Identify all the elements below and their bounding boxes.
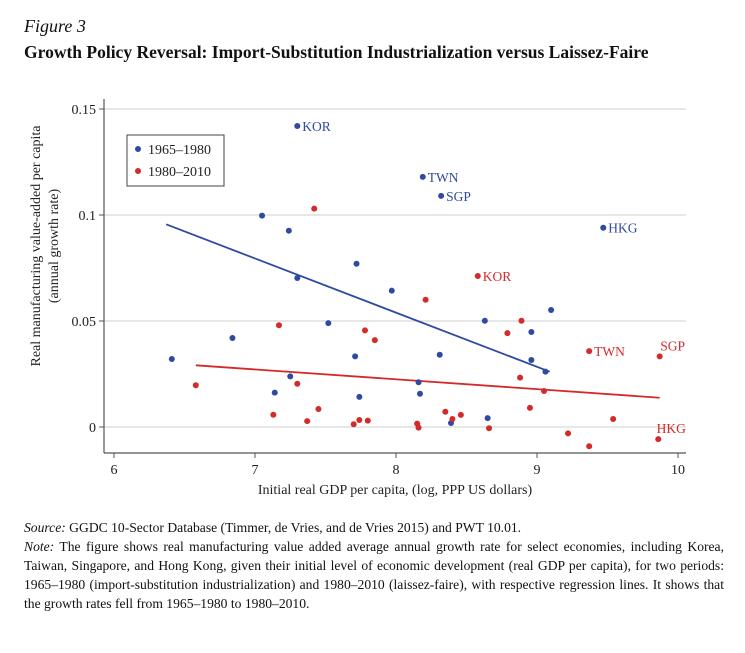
y-tick-label: 0: [89, 421, 96, 436]
data-point: [285, 227, 292, 234]
data-point: [528, 329, 535, 336]
data-point: [229, 334, 236, 341]
data-point: [419, 173, 426, 180]
data-point: [422, 296, 429, 303]
data-points: KOR TWN SGP HKG KOR TWN SGP HKG: [168, 119, 686, 450]
data-point: [486, 425, 493, 432]
x-tick-label: 6: [111, 463, 118, 478]
data-point: [259, 212, 266, 219]
source-note: Source: GGDC 10-Sector Database (Timmer,…: [24, 518, 724, 537]
data-point: [610, 415, 617, 422]
y-tick-label: 0.05: [72, 315, 97, 330]
source-label: Source:: [24, 520, 66, 535]
y-axis-label-line2: (annual growth rate): [47, 189, 62, 304]
x-tick-label: 9: [534, 463, 541, 478]
data-point: [350, 421, 357, 428]
point-label-hkg: HKG: [608, 221, 637, 236]
point-label-sgp: SGP: [660, 338, 685, 353]
data-point: [528, 357, 535, 364]
data-point: [361, 327, 368, 334]
data-point: [655, 436, 662, 443]
data-point: [438, 192, 445, 199]
figure-caption: Source: GGDC 10-Sector Database (Timmer,…: [24, 518, 724, 613]
data-point: [548, 306, 555, 313]
legend-marker-1980-2010: [135, 168, 141, 174]
legend-marker-1965-1980: [135, 146, 141, 152]
data-point: [315, 405, 322, 412]
data-point: [586, 348, 593, 355]
gridlines: [104, 108, 686, 428]
data-point: [371, 337, 378, 344]
data-point: [436, 351, 443, 358]
y-axis-label-line1: Real manufacturing value-added per capit…: [29, 125, 44, 367]
regression-lines: [165, 223, 660, 399]
legend: 1965–1980 1980–2010: [126, 134, 225, 187]
legend-label-1980-2010: 1980–2010: [148, 165, 211, 180]
data-point: [415, 379, 422, 386]
figure-label: Figure 3: [24, 16, 86, 36]
y-tick-label: 0.15: [72, 103, 97, 118]
regression-line-0: [165, 223, 551, 373]
data-point: [517, 374, 524, 381]
y-tick-label: 0.1: [79, 209, 97, 224]
note-text: The figure shows real manufacturing valu…: [24, 539, 724, 611]
data-point: [449, 415, 456, 422]
data-point: [356, 393, 363, 400]
data-point: [541, 387, 548, 394]
x-tick-label: 8: [393, 463, 400, 478]
point-label-hkg: HKG: [657, 421, 686, 436]
data-point: [294, 274, 301, 281]
source-text: GGDC 10-Sector Database (Timmer, de Vrie…: [65, 520, 522, 535]
data-point: [325, 320, 332, 327]
point-label-twn: TWN: [428, 170, 459, 185]
data-point: [287, 373, 294, 380]
x-axis-label: Initial real GDP per capita, (log, PPP U…: [258, 483, 533, 498]
data-point: [192, 382, 199, 389]
data-point: [484, 415, 491, 422]
data-point: [656, 353, 663, 360]
data-point: [356, 417, 363, 424]
data-point: [364, 417, 371, 424]
data-point: [311, 205, 318, 212]
point-label-kor: KOR: [302, 119, 331, 134]
data-point: [526, 404, 533, 411]
note: Note: The figure shows real manufacturin…: [24, 537, 724, 613]
note-label: Note:: [24, 539, 55, 554]
data-point: [270, 411, 277, 418]
legend-box: [126, 134, 225, 187]
x-tick-label: 10: [671, 463, 685, 478]
data-point: [271, 389, 278, 396]
data-point: [586, 443, 593, 450]
data-point: [518, 317, 525, 324]
data-point: [504, 330, 511, 337]
data-point: [442, 408, 449, 415]
data-point: [415, 424, 422, 431]
data-point: [388, 287, 395, 294]
data-point: [416, 390, 423, 397]
data-point: [457, 411, 464, 418]
regression-line-1: [195, 364, 660, 399]
data-point: [542, 368, 549, 375]
data-point: [304, 418, 311, 425]
chart-title: Growth Policy Reversal: Import-Substitut…: [24, 42, 649, 62]
data-point: [565, 430, 572, 437]
point-label-sgp: SGP: [446, 189, 471, 204]
legend-label-1965-1980: 1965–1980: [148, 143, 211, 158]
x-tick-label: 7: [252, 463, 259, 478]
data-point: [168, 355, 175, 362]
data-point: [481, 317, 488, 324]
point-label-twn: TWN: [594, 344, 625, 359]
data-point: [474, 273, 481, 280]
point-label-kor: KOR: [483, 269, 512, 284]
data-point: [294, 380, 301, 387]
data-point: [352, 353, 359, 360]
data-point: [275, 322, 282, 329]
data-point: [294, 122, 301, 129]
axis-ticks: 0 0.05 0.1 0.15 6 7 8 9 10: [72, 103, 686, 478]
data-point: [353, 260, 360, 267]
data-point: [600, 224, 607, 231]
